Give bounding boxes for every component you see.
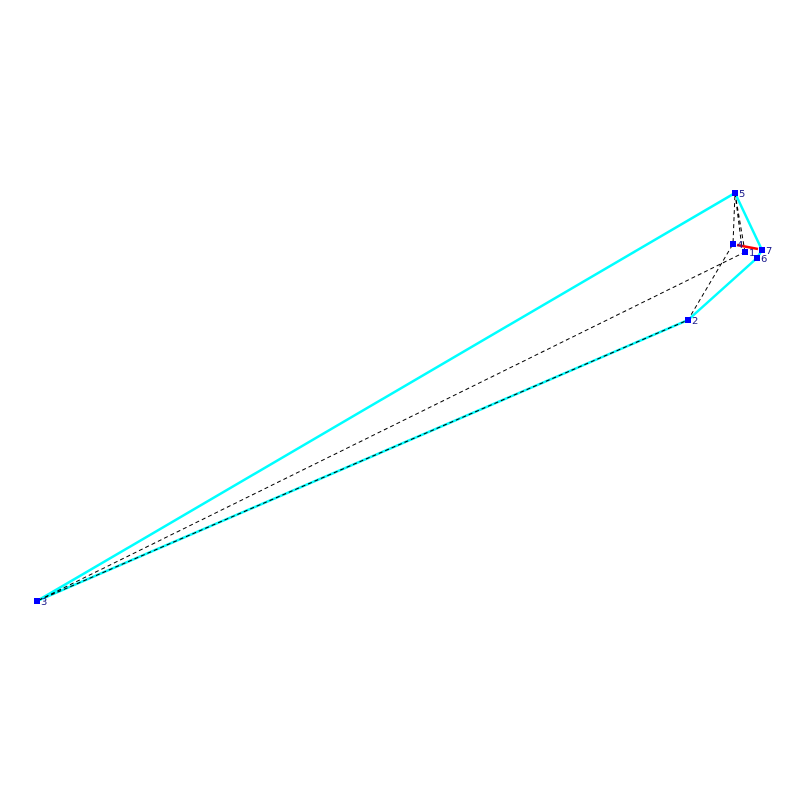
node-marker: [742, 249, 748, 255]
node-marker: [730, 241, 736, 247]
node-label: 1: [749, 248, 755, 259]
tour: [36, 192, 746, 602]
node-marker: [34, 598, 40, 604]
node-label: 5: [739, 189, 745, 200]
highlight-edge: [736, 243, 759, 251]
hull: [35, 191, 764, 603]
node-label: 7: [766, 246, 772, 257]
node-marker: [685, 317, 691, 323]
node-marker: [732, 190, 738, 196]
nodes: 1 2 3 4 5 67: [34, 189, 772, 608]
node-marker: [754, 255, 760, 261]
node-label: 4: [737, 240, 743, 251]
node-label: 3: [41, 597, 47, 608]
hull-outline: [35, 191, 764, 603]
node-marker: [759, 247, 765, 253]
node-label: 2: [692, 316, 698, 327]
tour-edge: [734, 192, 743, 249]
node-label: 6: [761, 254, 767, 265]
